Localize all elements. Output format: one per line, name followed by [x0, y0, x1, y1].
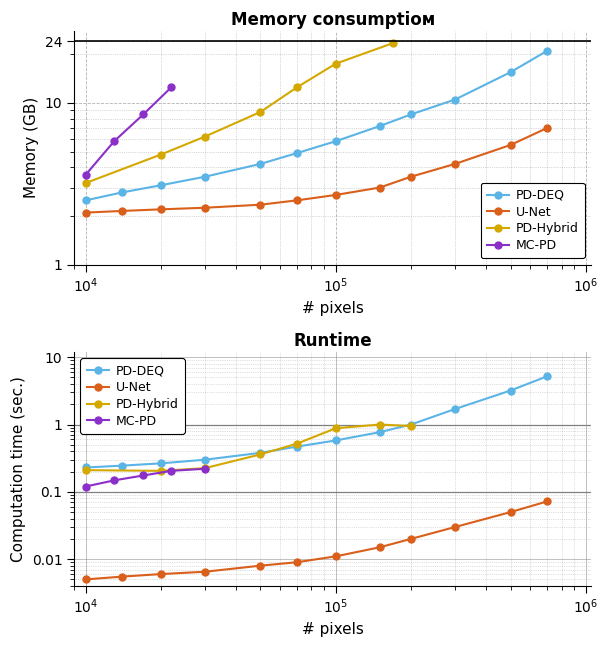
Line: U-Net: U-Net	[82, 124, 551, 216]
Y-axis label: Memory (GB): Memory (GB)	[24, 97, 39, 198]
PD-DEQ	[257, 449, 264, 457]
U-Net	[544, 124, 551, 132]
PD-DEQ	[376, 428, 384, 436]
U-Net	[118, 573, 126, 581]
PD-Hybrid	[201, 133, 209, 141]
Line: PD-DEQ: PD-DEQ	[82, 47, 551, 204]
PD-Hybrid	[201, 464, 209, 472]
PD-DEQ	[507, 387, 514, 395]
MC-PD	[82, 483, 89, 491]
PD-DEQ	[157, 459, 165, 467]
U-Net	[257, 201, 264, 209]
PD-DEQ	[82, 463, 89, 471]
PD-DEQ	[201, 456, 209, 463]
PD-DEQ	[257, 160, 264, 168]
U-Net	[451, 160, 459, 168]
PD-DEQ	[82, 196, 89, 204]
PD-DEQ	[293, 443, 301, 450]
U-Net	[201, 568, 209, 575]
PD-Hybrid	[82, 467, 89, 474]
PD-Hybrid	[157, 467, 165, 475]
MC-PD	[168, 467, 175, 475]
U-Net	[118, 207, 126, 215]
U-Net	[82, 209, 89, 216]
MC-PD	[110, 137, 118, 145]
PD-Hybrid	[257, 450, 264, 458]
U-Net	[407, 535, 415, 543]
PD-DEQ	[118, 462, 126, 470]
PD-DEQ	[507, 68, 514, 76]
PD-DEQ	[201, 173, 209, 181]
MC-PD	[110, 476, 118, 484]
U-Net	[407, 173, 415, 181]
Line: PD-Hybrid: PD-Hybrid	[82, 40, 397, 187]
Line: PD-Hybrid: PD-Hybrid	[82, 421, 414, 474]
U-Net	[376, 544, 384, 551]
Legend: PD-DEQ, U-Net, PD-Hybrid, MC-PD: PD-DEQ, U-Net, PD-Hybrid, MC-PD	[481, 183, 585, 259]
Title: Memory consumptioм: Memory consumptioм	[231, 11, 435, 29]
PD-DEQ	[544, 47, 551, 55]
Line: MC-PD: MC-PD	[82, 465, 209, 490]
PD-Hybrid	[390, 39, 397, 47]
PD-DEQ	[118, 189, 126, 196]
U-Net	[507, 508, 514, 516]
MC-PD	[140, 472, 147, 480]
X-axis label: # pixels: # pixels	[302, 622, 364, 637]
U-Net	[451, 523, 459, 531]
U-Net	[157, 205, 165, 213]
PD-DEQ	[544, 373, 551, 380]
U-Net	[544, 498, 551, 505]
Y-axis label: Computation time (sec.): Computation time (sec.)	[11, 376, 26, 562]
Line: U-Net: U-Net	[82, 498, 551, 583]
PD-Hybrid	[376, 421, 384, 428]
PD-DEQ	[451, 405, 459, 413]
PD-Hybrid	[293, 440, 301, 448]
PD-DEQ	[376, 122, 384, 130]
PD-DEQ	[157, 181, 165, 189]
MC-PD	[168, 84, 175, 91]
U-Net	[257, 562, 264, 570]
PD-Hybrid	[332, 424, 339, 432]
U-Net	[293, 559, 301, 566]
Line: PD-DEQ: PD-DEQ	[82, 373, 551, 471]
PD-DEQ	[451, 96, 459, 104]
U-Net	[376, 183, 384, 191]
U-Net	[332, 191, 339, 199]
U-Net	[507, 141, 514, 149]
Title: Runtime: Runtime	[293, 332, 372, 351]
U-Net	[157, 570, 165, 578]
MC-PD	[201, 465, 209, 472]
MC-PD	[82, 171, 89, 179]
X-axis label: # pixels: # pixels	[302, 301, 364, 316]
PD-Hybrid	[157, 150, 165, 158]
PD-DEQ	[407, 421, 415, 428]
Legend: PD-DEQ, U-Net, PD-Hybrid, MC-PD: PD-DEQ, U-Net, PD-Hybrid, MC-PD	[81, 358, 185, 434]
PD-Hybrid	[82, 179, 89, 187]
U-Net	[201, 204, 209, 212]
PD-DEQ	[293, 149, 301, 157]
U-Net	[82, 575, 89, 583]
U-Net	[293, 196, 301, 204]
PD-Hybrid	[293, 84, 301, 91]
PD-DEQ	[332, 137, 339, 145]
PD-Hybrid	[257, 108, 264, 116]
PD-Hybrid	[407, 422, 415, 430]
MC-PD	[140, 111, 147, 119]
U-Net	[332, 553, 339, 561]
PD-DEQ	[332, 437, 339, 445]
Line: MC-PD: MC-PD	[82, 84, 174, 178]
PD-DEQ	[407, 111, 415, 119]
PD-Hybrid	[332, 60, 339, 67]
